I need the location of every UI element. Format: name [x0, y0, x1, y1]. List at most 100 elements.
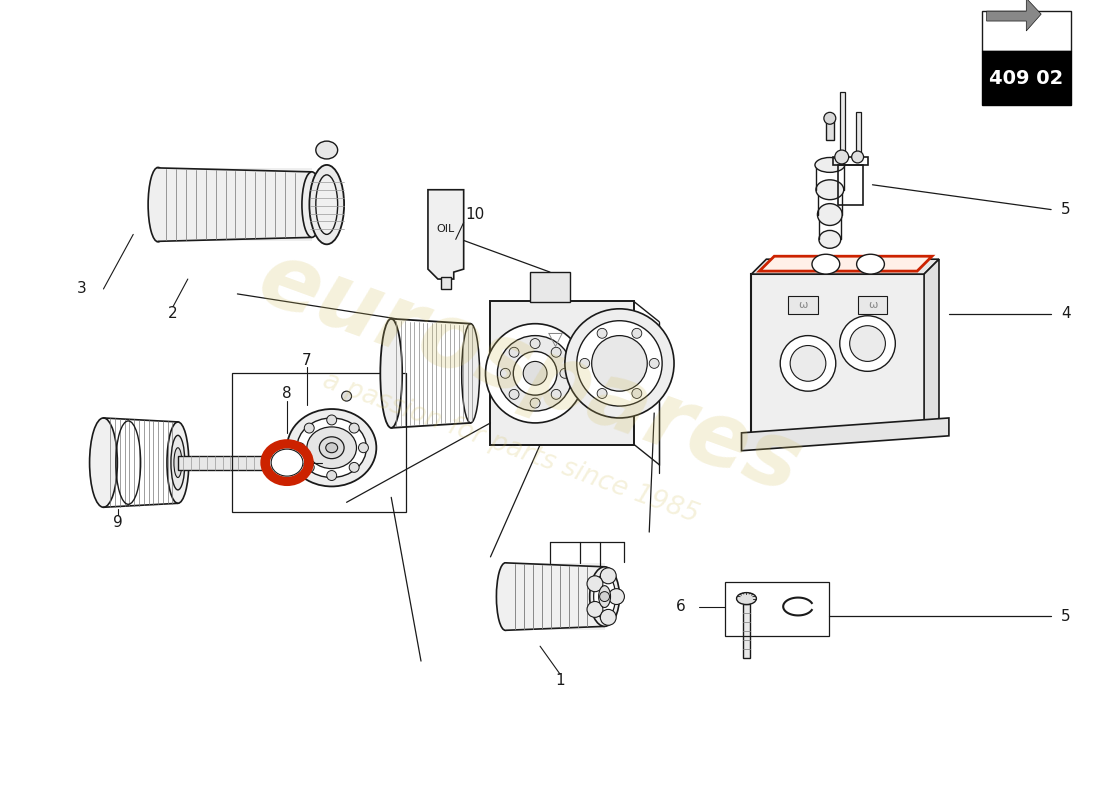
Circle shape	[560, 368, 570, 378]
Bar	[232, 374, 406, 512]
Circle shape	[509, 347, 519, 358]
Circle shape	[601, 568, 616, 584]
Ellipse shape	[174, 448, 182, 478]
Ellipse shape	[316, 141, 338, 159]
Text: 10: 10	[465, 207, 485, 222]
Circle shape	[780, 336, 836, 391]
Bar	[981, 11, 1071, 51]
Bar	[505, 563, 605, 630]
Circle shape	[608, 589, 625, 605]
Circle shape	[359, 442, 369, 453]
Ellipse shape	[857, 254, 884, 274]
Text: 1: 1	[556, 674, 564, 689]
Ellipse shape	[316, 175, 338, 234]
Ellipse shape	[737, 593, 757, 605]
Ellipse shape	[812, 254, 839, 274]
Text: OIL: OIL	[437, 225, 455, 234]
Circle shape	[327, 470, 337, 481]
Circle shape	[349, 423, 359, 433]
Circle shape	[497, 336, 573, 411]
Ellipse shape	[818, 230, 840, 248]
Circle shape	[580, 358, 590, 368]
Circle shape	[587, 602, 603, 618]
Circle shape	[649, 358, 659, 368]
Text: 409 02: 409 02	[989, 69, 1064, 88]
Ellipse shape	[309, 165, 344, 244]
Circle shape	[565, 309, 674, 418]
Circle shape	[342, 391, 352, 401]
Text: a passion for parts since 1985: a passion for parts since 1985	[319, 367, 702, 528]
Circle shape	[305, 462, 315, 472]
Circle shape	[530, 338, 540, 349]
Circle shape	[509, 390, 519, 399]
Bar	[751, 274, 925, 433]
Bar	[178, 456, 272, 470]
Circle shape	[835, 150, 849, 164]
Text: 5: 5	[1062, 609, 1070, 624]
Bar	[856, 112, 860, 157]
Bar	[838, 165, 862, 205]
Ellipse shape	[272, 449, 302, 476]
Text: 7: 7	[302, 353, 311, 368]
Bar	[742, 603, 750, 658]
Circle shape	[790, 346, 826, 382]
Ellipse shape	[462, 324, 480, 423]
Circle shape	[600, 592, 609, 602]
Polygon shape	[924, 259, 939, 433]
Ellipse shape	[381, 318, 403, 428]
Text: 2: 2	[168, 306, 178, 322]
Circle shape	[576, 321, 662, 406]
Bar	[826, 120, 834, 140]
Circle shape	[592, 336, 647, 391]
Ellipse shape	[816, 180, 844, 200]
Circle shape	[824, 112, 836, 124]
Circle shape	[851, 151, 864, 163]
Ellipse shape	[598, 586, 611, 607]
Text: 8: 8	[283, 386, 292, 401]
Ellipse shape	[287, 409, 376, 486]
Polygon shape	[759, 256, 932, 271]
Polygon shape	[741, 418, 949, 450]
Ellipse shape	[496, 563, 515, 630]
Bar	[491, 301, 635, 445]
Circle shape	[485, 324, 585, 423]
Circle shape	[551, 347, 561, 358]
Bar	[833, 157, 868, 165]
Circle shape	[601, 610, 616, 626]
Text: 3: 3	[77, 282, 87, 297]
Polygon shape	[987, 0, 1042, 31]
Circle shape	[524, 362, 547, 386]
Circle shape	[514, 351, 557, 395]
Bar	[441, 277, 451, 289]
Bar	[839, 93, 845, 157]
Circle shape	[597, 389, 607, 398]
Circle shape	[587, 576, 603, 592]
Text: ω: ω	[868, 300, 877, 310]
Polygon shape	[272, 456, 292, 470]
Ellipse shape	[326, 442, 338, 453]
Bar	[981, 51, 1071, 106]
Text: 4: 4	[1062, 306, 1070, 322]
Bar	[725, 582, 828, 636]
Polygon shape	[428, 190, 464, 279]
Ellipse shape	[148, 167, 168, 242]
Bar	[530, 272, 570, 302]
Text: 5: 5	[1062, 202, 1070, 217]
Ellipse shape	[170, 435, 185, 490]
Ellipse shape	[301, 172, 322, 238]
Circle shape	[305, 423, 315, 433]
Circle shape	[597, 328, 607, 338]
Circle shape	[500, 368, 510, 378]
Bar	[789, 296, 818, 314]
Text: ▽: ▽	[548, 329, 562, 348]
Ellipse shape	[319, 437, 344, 458]
Ellipse shape	[590, 567, 619, 626]
Text: 6: 6	[676, 599, 686, 614]
Ellipse shape	[307, 427, 356, 469]
Circle shape	[295, 442, 305, 453]
Ellipse shape	[89, 418, 118, 507]
Circle shape	[530, 398, 540, 408]
Bar	[858, 296, 888, 314]
Circle shape	[631, 328, 641, 338]
Circle shape	[327, 415, 337, 425]
